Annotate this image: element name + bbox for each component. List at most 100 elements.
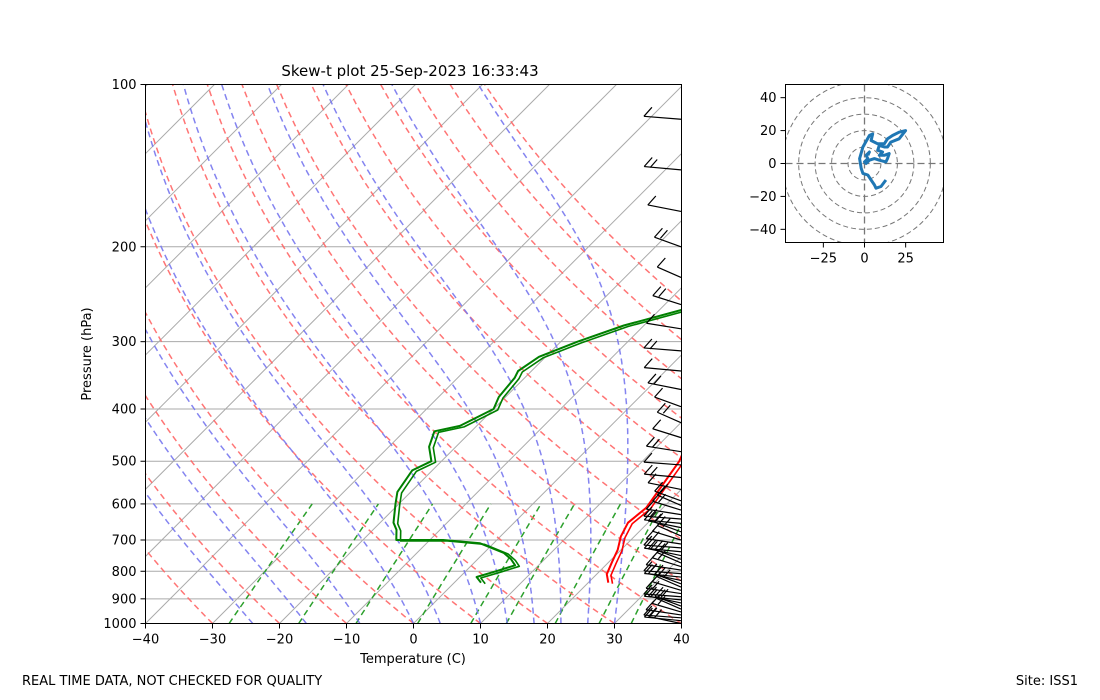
y-axis-label: Pressure (hPa) [80, 307, 95, 400]
dry-adiabat-line [145, 109, 548, 624]
wind-barb-flag [643, 561, 653, 572]
wind-barb-flag [653, 227, 663, 238]
wind-barb [643, 115, 682, 120]
wind-barb-flag [658, 493, 667, 503]
wind-barb [657, 494, 682, 507]
wind-barb-flag [645, 436, 655, 447]
wind-barb-flag [643, 535, 653, 546]
dry-adiabat-line [310, 84, 682, 500]
wind-barb-flag [654, 387, 663, 398]
moist-adiabat-line [145, 119, 441, 624]
wind-barb [647, 382, 682, 391]
wind-barb [644, 367, 682, 372]
hodograph-ticks: −25 0 25 40 20 0 −20 −40 [749, 91, 914, 266]
wind-barb [643, 544, 682, 549]
y-tick-label: 100 [112, 78, 137, 93]
isotherm-line [413, 354, 682, 624]
dewpoint-trace [392, 308, 682, 584]
wind-barb-flag [649, 563, 658, 573]
x-tick-label: −10 [333, 633, 360, 648]
temperature-trace-secondary [610, 463, 682, 584]
dry-adiabat-line [145, 472, 281, 624]
x-axis-ticks: −40 −30 −20 −10 0 10 20 30 40 [132, 623, 690, 648]
mixing-ratio-lines [228, 503, 682, 624]
isotherm-line [145, 84, 550, 490]
moist-adiabat-line [477, 84, 629, 624]
wind-barb-flag [643, 157, 653, 167]
wind-barb [644, 572, 682, 578]
wind-barb-flag [646, 313, 655, 324]
wind-barb-flag [647, 195, 657, 206]
wind-barb-flag [649, 466, 658, 476]
dry-adiabat-line [345, 84, 682, 459]
wind-barb [643, 347, 682, 352]
hodograph-trace [858, 129, 908, 190]
wind-barb [646, 508, 682, 516]
hodograph-y-tick-label: 40 [760, 91, 777, 106]
dry-adiabat-line [145, 311, 414, 624]
wind-barb [654, 521, 682, 533]
moist-adiabat-line [220, 84, 509, 624]
sounding-series [392, 308, 682, 585]
wind-barb [644, 165, 682, 171]
wind-barb-flag [643, 106, 653, 117]
wind-barb-flag [643, 464, 653, 475]
moist-adiabat-line [391, 84, 592, 624]
isotherm-line [145, 84, 282, 222]
dry-adiabat-line [145, 548, 214, 624]
hodograph-y-tick-label: −20 [749, 190, 776, 205]
wind-barb [645, 587, 682, 595]
mixing-ratio-line [355, 503, 434, 624]
y-axis-ticks: 100 200 300 400 500 600 700 800 900 1000 [103, 78, 146, 632]
x-tick-label: −40 [132, 633, 159, 648]
wind-barb-flag [649, 607, 658, 617]
hodograph-y-tick-label: 0 [768, 157, 776, 172]
dry-adiabat-line [449, 84, 682, 341]
wind-barb-flag [643, 584, 653, 595]
wind-barb-flag [649, 159, 658, 168]
mixing-ratio-line [228, 503, 313, 624]
wind-barb [657, 266, 682, 278]
moist-adiabat-line [266, 84, 535, 624]
wind-barb [652, 295, 682, 306]
wind-barb-flag [643, 510, 653, 521]
x-tick-label: 20 [539, 633, 556, 648]
wind-barb-flag [643, 338, 653, 349]
wind-barb [646, 322, 682, 330]
wind-barb [654, 396, 682, 408]
isotherm-line [145, 84, 215, 155]
dry-adiabat-line [171, 84, 615, 624]
wind-barb-flag [654, 540, 664, 550]
wind-barb-flag [649, 588, 658, 598]
wind-barb-flag [662, 404, 671, 414]
temperature-trace [605, 453, 682, 583]
isotherm-line [145, 84, 349, 289]
wind-barb [656, 552, 682, 564]
wind-barb [644, 616, 682, 622]
y-tick-label: 500 [112, 455, 137, 470]
isotherm-line [480, 421, 682, 624]
wind-barb-flag [660, 483, 669, 493]
isotherm-line [145, 84, 617, 558]
wind-barb [654, 236, 682, 248]
wind-barb [647, 204, 682, 213]
x-tick-label: 10 [472, 633, 489, 648]
wind-barb [652, 500, 682, 511]
isotherm-line [145, 84, 483, 423]
x-tick-label: 0 [409, 633, 417, 648]
wind-barb-flag [659, 229, 668, 239]
moist-adiabat-line [182, 84, 482, 624]
y-tick-label: 700 [112, 534, 137, 549]
isotherm-line [145, 85, 682, 624]
dry-adiabat-lines [145, 84, 682, 624]
footer-quality-note: REAL TIME DATA, NOT CHECKED FOR QUALITY [22, 674, 323, 689]
wind-barb [651, 602, 682, 613]
wind-barbs [643, 106, 682, 625]
footer-site-label: Site: ISS1 [1015, 674, 1078, 689]
isotherm-line [547, 488, 682, 624]
y-tick-label: 900 [112, 592, 137, 607]
wind-barb [644, 519, 682, 524]
wind-barb [654, 490, 682, 502]
wind-barb-flag [653, 375, 662, 385]
